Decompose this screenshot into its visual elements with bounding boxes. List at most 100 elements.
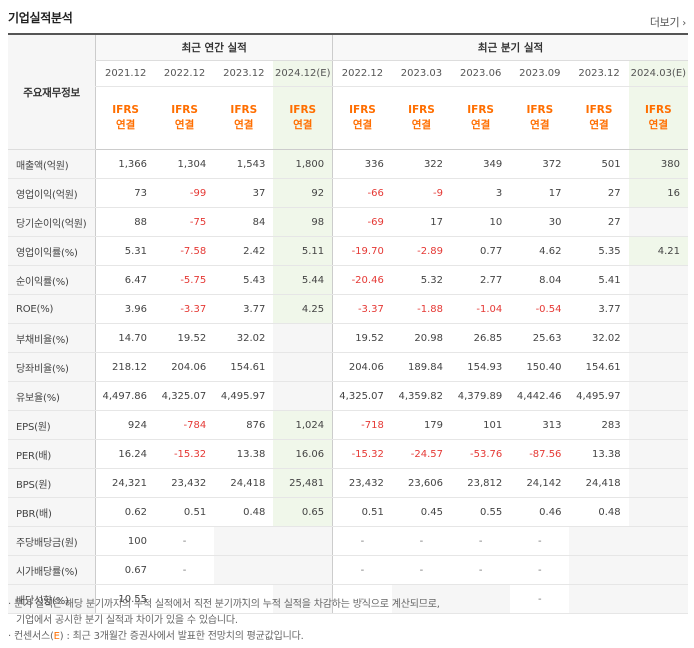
quarter-value-cell: 372	[510, 149, 570, 179]
annual-value-cell: 0.48	[214, 497, 274, 527]
quarter-ifrs-label-4: IFRS 연결	[569, 86, 629, 150]
annual-value-cell: 5.31	[95, 236, 155, 266]
annual-value-cell: 98	[273, 207, 333, 237]
annual-value-cell: 5.44	[273, 265, 333, 295]
annual-value-cell: 16.06	[273, 439, 333, 469]
quarter-value-cell: 0.48	[569, 497, 629, 527]
quarter-value-cell: -2.89	[391, 236, 452, 266]
quarter-value-cell: 24,142	[510, 468, 570, 498]
annual-value-cell: -99	[154, 178, 215, 208]
annual-ifrs-label-1: IFRS 연결	[154, 86, 215, 150]
annual-value-cell	[273, 526, 333, 556]
row-label: 부채비율(%)	[8, 323, 96, 353]
annual-value-cell: 37	[214, 178, 274, 208]
annual-value-cell: 1,800	[273, 149, 333, 179]
annual-value-cell: 4.25	[273, 294, 333, 324]
quarter-value-cell: 322	[391, 149, 452, 179]
quarter-value-cell: 23,432	[332, 468, 392, 498]
footnote-2-prefix: · 컨센서스(	[8, 631, 54, 642]
quarter-value-cell: 10	[451, 207, 511, 237]
financial-table: 주요재무정보 최근 연간 실적 최근 분기 실적 2021.12 2022.12 2…	[8, 33, 688, 614]
quarter-value-cell	[628, 381, 688, 411]
annual-value-cell: 1,304	[154, 149, 215, 179]
quarter-value-cell: -1.88	[391, 294, 452, 324]
annual-value-cell	[214, 526, 274, 556]
ifrs-line: IFRS	[349, 104, 376, 116]
chevron-right-icon: ›	[682, 18, 686, 29]
quarter-value-cell: 150.40	[510, 352, 570, 382]
quarter-value-cell: 0.45	[391, 497, 452, 527]
quarter-value-cell: 5.41	[569, 265, 629, 295]
annual-value-cell: 25,481	[273, 468, 333, 498]
table-row: PBR(배) 0.62 0.51 0.48 0.65 0.51 0.45 0.55 0.46 0.…	[8, 497, 688, 527]
ifrs-line: IFRS	[408, 104, 435, 116]
consolidated-line: 연결	[589, 119, 609, 131]
annual-value-cell: 0.51	[154, 497, 215, 527]
annual-value-cell: 154.61	[214, 352, 274, 382]
row-label: EPS(원)	[8, 410, 96, 440]
more-link[interactable]: 더보기 ›	[650, 14, 686, 30]
quarter-value-cell: 19.52	[332, 323, 392, 353]
row-label: BPS(원)	[8, 468, 96, 498]
quarter-value-cell: 26.85	[451, 323, 511, 353]
annual-value-cell: -	[154, 526, 215, 556]
table-row: BPS(원) 24,321 23,432 24,418 25,481 23,432 23,6…	[8, 468, 688, 498]
table-row: 매출액(억원) 1,366 1,304 1,543 1,800 336 322 349 372 5…	[8, 149, 688, 179]
annual-value-cell: 0.67	[95, 555, 155, 585]
annual-value-cell: 5.11	[273, 236, 333, 266]
annual-value-cell: 100	[95, 526, 155, 556]
quarter-value-cell: 5.32	[391, 265, 452, 295]
quarter-value-cell: 4,325.07	[332, 381, 392, 411]
annual-value-cell: 1,024	[273, 410, 333, 440]
row-label: 주당배당금(원)	[8, 526, 96, 556]
quarter-value-cell: 0.51	[332, 497, 392, 527]
quarter-value-cell: 32.02	[569, 323, 629, 353]
quarter-value-cell: -718	[332, 410, 392, 440]
quarter-value-cell: 3.77	[569, 294, 629, 324]
quarter-value-cell: 0.55	[451, 497, 511, 527]
row-label: 매출액(억원)	[8, 149, 96, 179]
quarter-value-cell: 4,379.89	[451, 381, 511, 411]
quarter-value-cell: 20.98	[391, 323, 452, 353]
ifrs-line: IFRS	[230, 104, 258, 116]
footnote-2: · 컨센서스(E) : 최근 3개월간 증권사에서 발표한 전망치의 평균값입니…	[8, 629, 688, 645]
quarter-value-cell: 313	[510, 410, 570, 440]
annual-value-cell: -3.37	[154, 294, 215, 324]
annual-value-cell	[214, 555, 274, 585]
table-row: 부채비율(%) 14.70 19.52 32.02 19.52 20.98 26.85 25.…	[8, 323, 688, 353]
quarter-value-cell: -1.04	[451, 294, 511, 324]
annual-value-cell: 84	[214, 207, 274, 237]
annual-value-cell: 10.55	[95, 584, 155, 614]
corner-label: 주요재무정보	[8, 33, 96, 150]
annual-value-cell: 2.42	[214, 236, 274, 266]
quarter-value-cell: 0.46	[510, 497, 570, 527]
table-row: ROE(%) 3.96 -3.37 3.77 4.25 -3.37 -1.88 -1.04 -0…	[8, 294, 688, 324]
consolidated-line: 연결	[470, 119, 491, 131]
quarter-value-cell: 0.77	[451, 236, 511, 266]
quarter-value-cell: -9	[391, 178, 452, 208]
quarter-value-cell: -20.46	[332, 265, 392, 295]
annual-value-cell: 32.02	[214, 323, 274, 353]
row-label: ROE(%)	[8, 294, 96, 324]
table-row: 영업이익(억원) 73 -99 37 92 -66 -9 3 17 27 16	[8, 178, 688, 208]
quarter-value-cell: 154.61	[569, 352, 629, 382]
quarter-value-cell: -3.37	[332, 294, 392, 324]
quarter-value-cell	[628, 468, 688, 498]
annual-value-cell: 6.47	[95, 265, 155, 295]
table-row: PER(배) 16.24 -15.32 13.38 16.06 -15.32 -24.57-…	[8, 439, 688, 469]
quarter-value-cell: -	[332, 555, 392, 585]
quarter-value-cell: -	[332, 526, 392, 556]
ifrs-line: IFRS	[289, 104, 317, 116]
annual-value-cell: -15.32	[154, 439, 215, 469]
annual-value-cell: -784	[154, 410, 215, 440]
quarter-value-cell	[628, 352, 688, 382]
ifrs-line: IFRS	[112, 104, 139, 116]
table-row: 배당성향(%) 10.55- - - -	[8, 584, 688, 614]
annual-value-cell: 3.96	[95, 294, 155, 324]
annual-value-cell: 1,366	[95, 149, 155, 179]
annual-value-cell: 924	[95, 410, 155, 440]
annual-value-cell: 1,543	[214, 149, 274, 179]
quarter-value-cell: -15.32	[332, 439, 392, 469]
more-link-label: 더보기	[649, 16, 680, 29]
quarter-value-cell: 154.93	[451, 352, 511, 382]
